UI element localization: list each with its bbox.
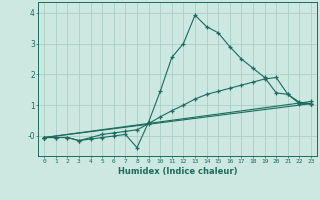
X-axis label: Humidex (Indice chaleur): Humidex (Indice chaleur) [118, 167, 237, 176]
